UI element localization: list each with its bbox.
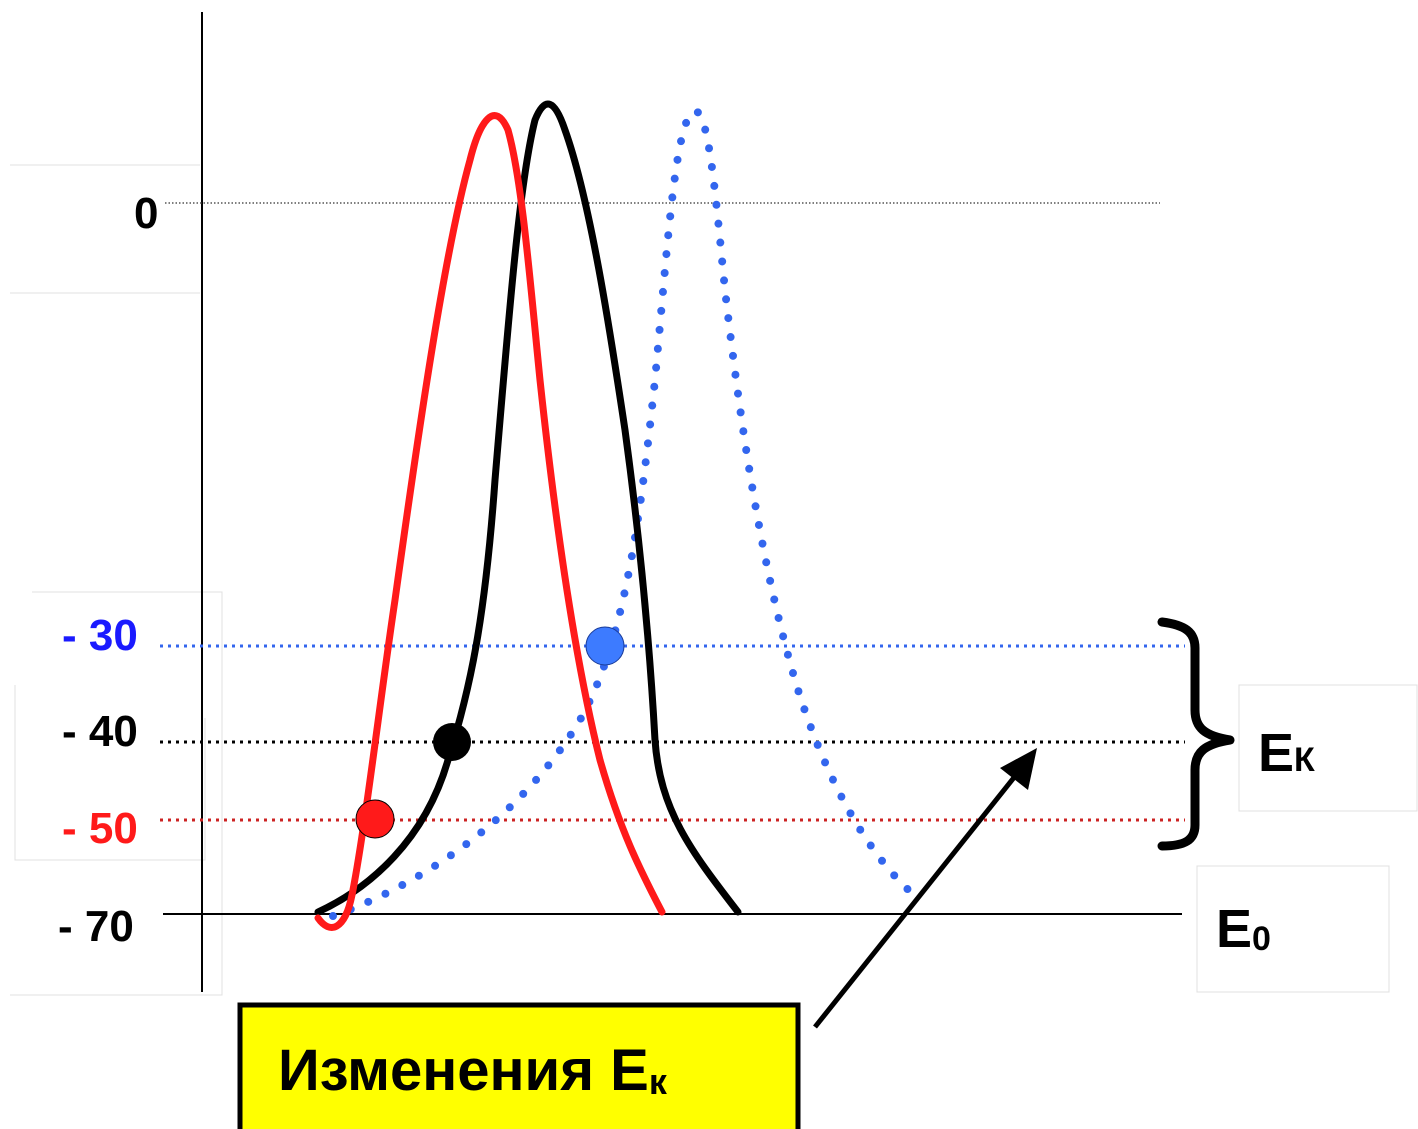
blue-threshold-marker: [585, 626, 625, 666]
tick-label-0: 0: [134, 189, 158, 238]
red-action-potential-curve: [314, 112, 666, 931]
ek-range-brace: [1157, 617, 1235, 851]
blue-action-potential-curve: [329, 106, 924, 920]
callout-arrow: [813, 748, 1037, 1029]
ek-label: EК: [1258, 723, 1315, 783]
tick-label-m40: - 40: [62, 707, 138, 756]
black-action-potential-curve: [314, 100, 742, 916]
slide-frame-lines: [10, 164, 1418, 996]
callout-box: Изменения Eк: [237, 1002, 801, 1129]
tick-label-m50: - 50: [62, 804, 138, 853]
callout-text: Изменения Eк: [278, 1038, 668, 1103]
red-threshold-marker: [355, 799, 395, 839]
black-threshold-marker: [433, 723, 471, 761]
tick-label-m30: - 30: [62, 611, 138, 660]
tick-label-m70: - 70: [58, 902, 134, 951]
e0-label: E0: [1216, 899, 1271, 959]
